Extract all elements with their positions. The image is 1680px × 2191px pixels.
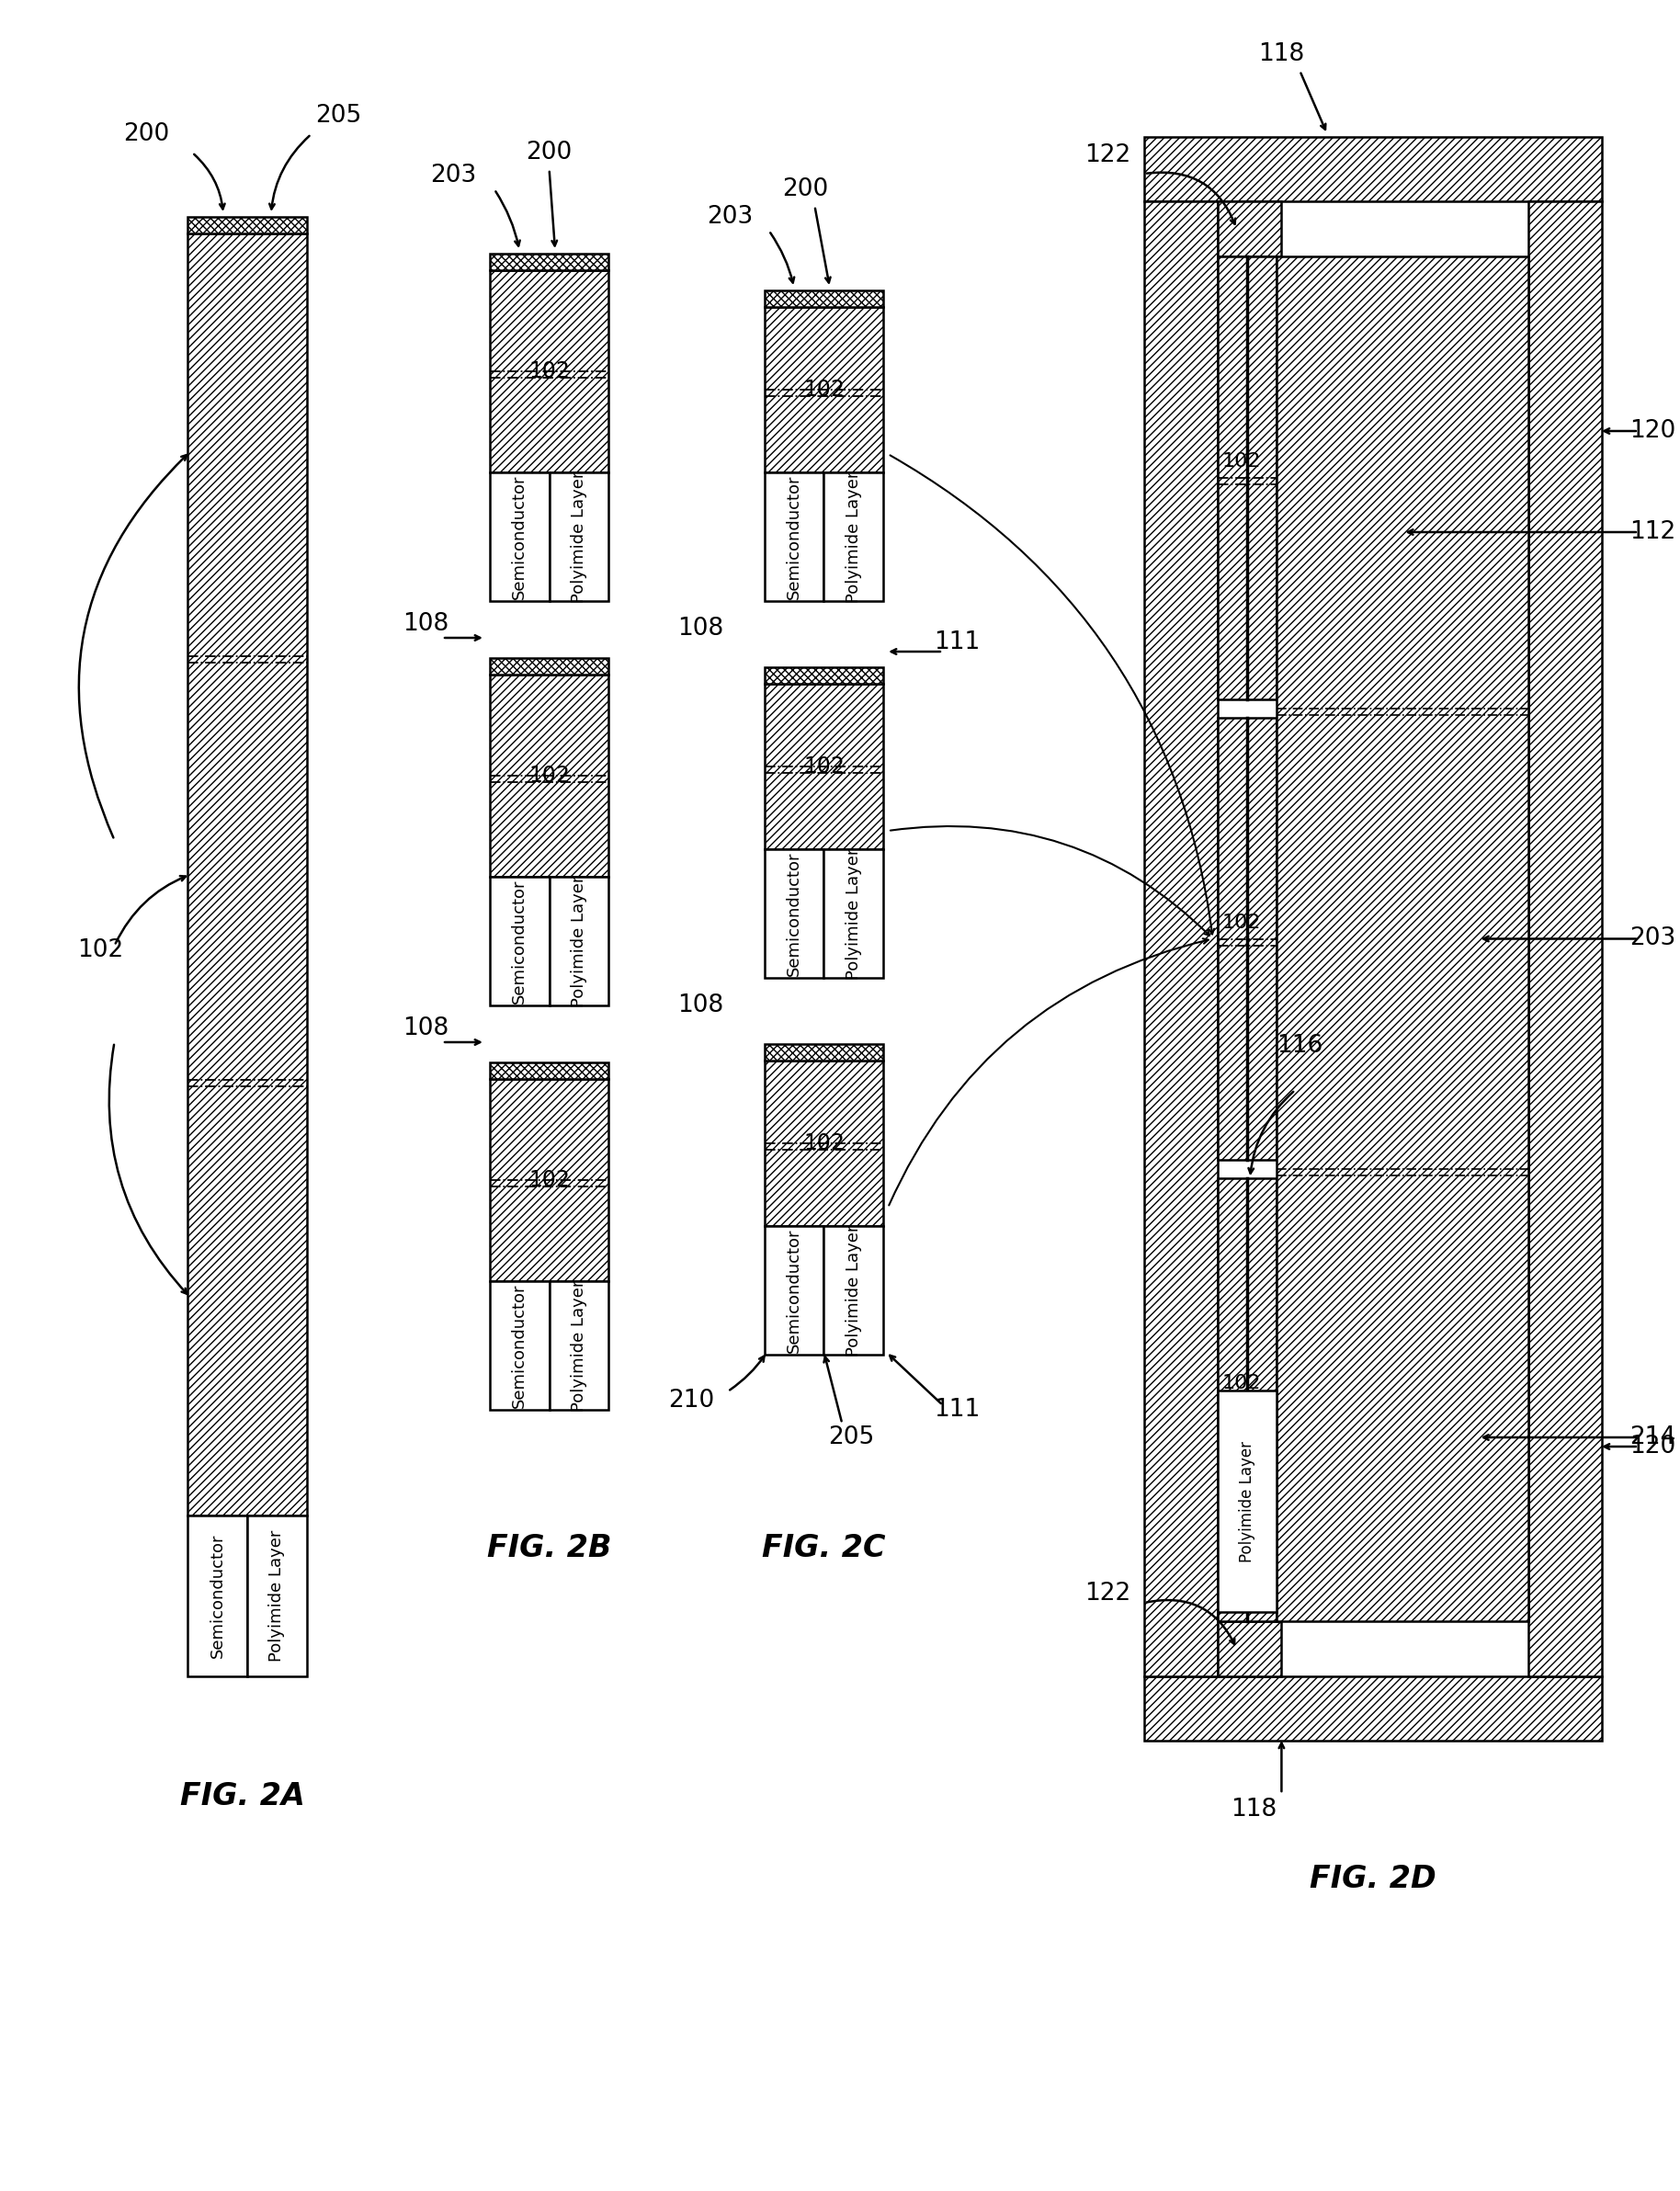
- Text: 203: 203: [707, 206, 753, 228]
- Bar: [1218, 1621, 1282, 1676]
- Text: Semiconductor: Semiconductor: [786, 475, 803, 598]
- Bar: [549, 473, 608, 600]
- Text: FIG. 2B: FIG. 2B: [487, 1532, 612, 1562]
- Bar: [491, 473, 549, 600]
- Text: 108: 108: [403, 611, 449, 635]
- Bar: [1144, 1676, 1603, 1740]
- Text: 200: 200: [123, 123, 170, 147]
- Bar: [764, 850, 823, 977]
- Bar: [247, 1516, 307, 1676]
- Bar: [1218, 1391, 1277, 1613]
- Text: Semiconductor: Semiconductor: [511, 879, 528, 1003]
- Text: Polyimide Layer: Polyimide Layer: [571, 874, 588, 1008]
- Text: Semiconductor: Semiconductor: [786, 1229, 803, 1352]
- Bar: [764, 668, 884, 684]
- Bar: [1277, 256, 1529, 1621]
- Bar: [549, 876, 608, 1006]
- Text: 116: 116: [1277, 1034, 1322, 1058]
- Text: 108: 108: [677, 616, 724, 640]
- Bar: [823, 1227, 884, 1354]
- Text: Polyimide Layer: Polyimide Layer: [269, 1529, 286, 1661]
- Text: 102: 102: [1221, 1374, 1260, 1393]
- Text: 102: 102: [1221, 451, 1260, 471]
- Text: 120: 120: [1630, 1435, 1675, 1459]
- Text: 214: 214: [1630, 1426, 1675, 1448]
- Text: 102: 102: [803, 1133, 845, 1155]
- Text: 112: 112: [1630, 519, 1675, 543]
- Text: 200: 200: [783, 177, 828, 202]
- Text: Polyimide Layer: Polyimide Layer: [845, 1225, 862, 1356]
- Text: 210: 210: [669, 1389, 714, 1413]
- Text: 108: 108: [403, 1017, 449, 1041]
- Bar: [1218, 202, 1282, 256]
- Bar: [764, 473, 823, 600]
- Text: 205: 205: [828, 1426, 874, 1448]
- Text: 102: 102: [529, 765, 570, 787]
- Bar: [1144, 136, 1603, 202]
- Bar: [549, 1282, 608, 1409]
- Bar: [764, 307, 884, 473]
- Text: 102: 102: [803, 756, 845, 778]
- Text: Semiconductor: Semiconductor: [511, 475, 528, 598]
- Text: FIG. 2C: FIG. 2C: [763, 1532, 885, 1562]
- Text: Polyimide Layer: Polyimide Layer: [571, 471, 588, 603]
- Bar: [491, 876, 549, 1006]
- Text: 102: 102: [1221, 914, 1260, 931]
- Bar: [491, 675, 608, 876]
- Text: Semiconductor: Semiconductor: [786, 852, 803, 975]
- Bar: [188, 1516, 247, 1676]
- Text: 102: 102: [529, 1170, 570, 1192]
- Text: FIG. 2A: FIG. 2A: [180, 1781, 306, 1812]
- Bar: [1529, 202, 1603, 1676]
- Text: 108: 108: [677, 993, 724, 1017]
- Bar: [491, 269, 608, 473]
- Bar: [764, 1227, 823, 1354]
- Text: 203: 203: [430, 164, 475, 188]
- Text: 122: 122: [1085, 1582, 1131, 1606]
- Bar: [764, 684, 884, 850]
- Text: 120: 120: [1630, 418, 1675, 443]
- Text: 111: 111: [934, 1398, 979, 1422]
- Bar: [491, 254, 608, 269]
- Text: 122: 122: [1085, 142, 1131, 167]
- Text: Semiconductor: Semiconductor: [511, 1284, 528, 1409]
- Bar: [491, 657, 608, 675]
- Text: 111: 111: [934, 631, 979, 655]
- Bar: [491, 1078, 608, 1282]
- Text: FIG. 2D: FIG. 2D: [1310, 1862, 1436, 1893]
- Text: 118: 118: [1258, 42, 1305, 66]
- Text: Polyimide Layer: Polyimide Layer: [845, 471, 862, 603]
- Bar: [823, 473, 884, 600]
- Text: 200: 200: [526, 140, 573, 164]
- Text: Polyimide Layer: Polyimide Layer: [571, 1280, 588, 1411]
- Bar: [1218, 716, 1277, 1161]
- Bar: [764, 1045, 884, 1060]
- Bar: [823, 850, 884, 977]
- Text: 102: 102: [803, 379, 845, 401]
- Bar: [188, 234, 307, 1516]
- Bar: [764, 291, 884, 307]
- Bar: [1144, 202, 1218, 1676]
- Text: Polyimide Layer: Polyimide Layer: [845, 848, 862, 979]
- Bar: [491, 1282, 549, 1409]
- Bar: [491, 1063, 608, 1078]
- Text: Polyimide Layer: Polyimide Layer: [1238, 1442, 1255, 1562]
- Text: 118: 118: [1231, 1797, 1277, 1821]
- Bar: [1218, 1179, 1277, 1621]
- Text: Semiconductor: Semiconductor: [208, 1534, 225, 1659]
- Bar: [1218, 256, 1277, 699]
- Text: 203: 203: [1630, 927, 1675, 951]
- Text: 102: 102: [529, 359, 570, 381]
- Bar: [188, 217, 307, 234]
- Text: 102: 102: [77, 938, 124, 962]
- Text: 205: 205: [316, 103, 361, 127]
- Bar: [764, 1060, 884, 1227]
